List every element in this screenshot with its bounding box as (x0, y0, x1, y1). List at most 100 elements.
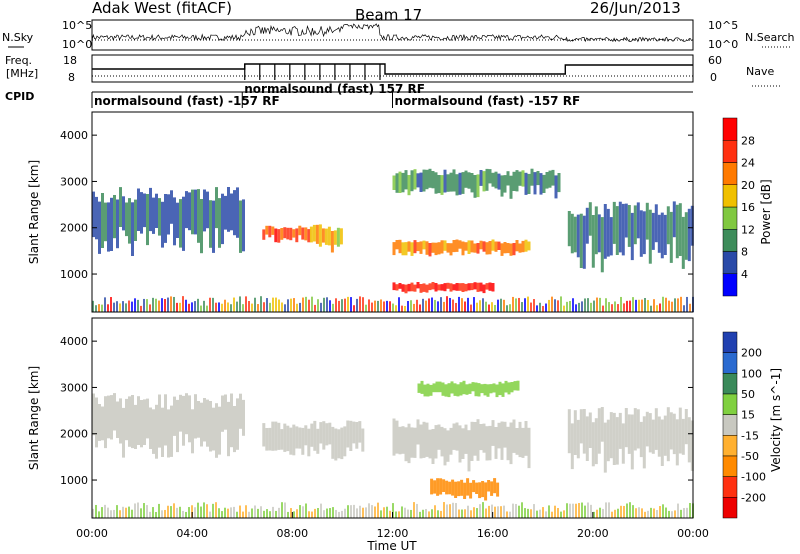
data-cell (419, 172, 423, 192)
ground-clutter-cell (104, 297, 106, 312)
data-cell (355, 422, 359, 449)
data-cell (443, 283, 447, 292)
data-cell (95, 397, 98, 448)
data-cell (506, 426, 510, 461)
data-cell (675, 419, 679, 466)
ground-clutter-cell (233, 297, 235, 312)
data-cell (579, 409, 583, 444)
data-cell (609, 412, 613, 459)
ground-clutter-cell (197, 298, 199, 312)
power-panel: 1000 2000 3000 4000 Slant Range [km] (27, 111, 694, 313)
data-cell (449, 427, 453, 455)
ground-clutter-cell (377, 502, 379, 518)
ground-clutter-cell (293, 511, 295, 518)
data-cell (224, 394, 227, 430)
ground-clutter-cell (500, 506, 502, 518)
y-tick-label: 1000 (60, 474, 88, 487)
colorbar-tick-label: -100 (741, 471, 766, 484)
y-tick-label: 2000 (60, 222, 88, 235)
ground-clutter-cell (134, 503, 136, 518)
ground-clutter-cell (680, 296, 682, 312)
ground-clutter-cell (503, 505, 505, 518)
data-cell (271, 421, 275, 451)
data-cell (242, 399, 245, 436)
ground-clutter-cell (158, 300, 160, 312)
ground-clutter-cell (569, 300, 571, 312)
data-cell (455, 422, 459, 451)
data-cell (230, 393, 233, 448)
data-cell (518, 243, 522, 253)
data-cell (304, 425, 308, 446)
data-cell (507, 382, 511, 395)
data-cell (110, 197, 113, 251)
ground-clutter-cell (158, 503, 160, 518)
ground-clutter-cell (134, 298, 136, 312)
data-cell (597, 408, 601, 454)
data-cell (618, 201, 622, 253)
data-cell (482, 241, 486, 252)
ground-clutter-cell (614, 301, 616, 312)
ground-clutter-cell (416, 503, 418, 518)
data-cell (527, 241, 531, 251)
data-cell (289, 227, 293, 241)
data-cell (506, 171, 510, 186)
data-cell (521, 427, 525, 458)
data-cell (440, 284, 444, 291)
data-cell (557, 173, 561, 193)
data-cell (615, 417, 619, 465)
power-colorbar-blocks: 4 8 12 16 20 24 28 (722, 117, 755, 297)
data-cell (492, 383, 496, 393)
ground-clutter-cell (353, 305, 355, 312)
velocity-colorbar: 200 100 50 15 -15 -50 -100 -200 Velocity [m s^-… (722, 331, 783, 519)
data-cell (630, 414, 634, 470)
data-cell (242, 199, 245, 252)
data-cell (458, 283, 462, 291)
ground-clutter-cell (542, 507, 544, 518)
ground-clutter-cell (620, 296, 622, 312)
ground-clutter-cell (557, 507, 559, 518)
ground-clutter-cell (560, 296, 562, 312)
ground-clutter-cell (338, 300, 340, 312)
ground-clutter-cell (584, 298, 586, 312)
data-cell (464, 283, 468, 292)
data-cell (119, 398, 122, 444)
ground-clutter-cell (401, 506, 403, 518)
data-cell (497, 422, 501, 449)
ground-clutter-cell (629, 300, 631, 312)
data-cell (486, 384, 490, 397)
ground-clutter-cell (686, 296, 688, 312)
data-cell (309, 226, 313, 243)
data-cell (669, 211, 673, 263)
ground-clutter-cell (419, 304, 421, 312)
ground-clutter-cell (527, 508, 529, 518)
data-cell (107, 395, 110, 439)
ground-clutter-cell (200, 305, 202, 312)
ground-clutter-cell (569, 503, 571, 518)
ground-clutter-cell (482, 298, 484, 312)
data-cell (469, 482, 473, 499)
ground-clutter-cell (515, 503, 517, 518)
data-cell (576, 419, 580, 459)
ground-clutter-cell (587, 298, 589, 312)
data-cell (464, 242, 468, 251)
ground-clutter-cell (347, 505, 349, 518)
ground-clutter-cell (125, 303, 127, 312)
data-cell (483, 383, 487, 396)
power-y-axis: 1000 2000 3000 4000 (60, 129, 693, 281)
ground-clutter-cell (185, 511, 187, 518)
ground-clutter-cell (410, 509, 412, 518)
data-cell (230, 193, 233, 231)
ground-clutter-cell (452, 299, 454, 312)
ground-clutter-cell (95, 504, 97, 518)
ground-clutter-cell (680, 509, 682, 518)
data-cell (452, 169, 456, 192)
data-cell (410, 427, 414, 458)
data-cell (666, 407, 670, 462)
data-cell (413, 169, 417, 190)
ground-clutter-cell (662, 296, 664, 312)
data-cell (452, 423, 456, 450)
ground-clutter-cell (209, 511, 211, 518)
nsky-series (91, 23, 693, 43)
station-title: Adak West (fitACF) (92, 0, 232, 17)
data-cell (498, 381, 502, 396)
